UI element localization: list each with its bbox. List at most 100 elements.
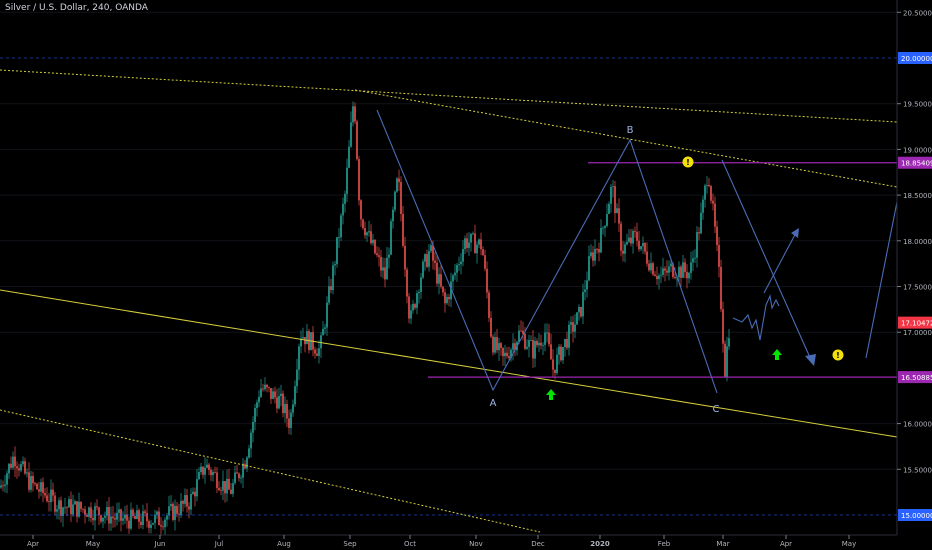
candle-body [214,472,216,473]
candle-body [452,275,454,282]
candle-body [418,291,420,294]
candle-body [264,384,266,390]
wave-label: B [627,125,634,136]
upper-outer-trendline [0,69,898,123]
candle-body [190,493,192,510]
candle-body [560,346,562,361]
candle-body [198,472,200,480]
candle-body [296,369,298,387]
candle-body [314,349,316,354]
price-tick-label: 16.00000 [903,421,932,429]
candle-body [540,342,542,346]
candle-body [660,274,662,276]
candle-body [320,335,322,349]
time-tick-label: 2020 [590,540,610,548]
candle-body [224,481,226,494]
candle-body [62,507,64,516]
candle-body [288,418,290,428]
candle-body [494,337,496,353]
candle-body [470,233,472,243]
candle-body [252,421,254,433]
time-tick-label: Apr [27,540,39,548]
candle-body [328,286,330,303]
candle-body [414,304,416,308]
candle-body [52,489,54,496]
candle-body [588,256,590,281]
candle-body [576,312,578,325]
candle-body [166,515,168,520]
candle-body [226,478,228,494]
candle-body [360,200,362,220]
candle-body [0,485,2,488]
candle-body [258,396,260,403]
candle-body [116,512,118,520]
candle-body [434,260,436,263]
time-tick-label: Aug [277,540,291,548]
candle-body [172,503,174,520]
candles [0,101,730,536]
candle-body [152,522,154,525]
candle-body [202,466,204,475]
candle-body [654,274,656,276]
candle-body [272,391,274,399]
candle-body [60,500,62,516]
candle-body [176,505,178,514]
candle-body [658,275,660,280]
candle-body [538,342,540,346]
candle-body [174,505,176,520]
candle-body [44,492,46,496]
candle-body [524,333,526,349]
candle-body [528,340,530,347]
candle-body [690,262,692,273]
candle-body [346,167,348,194]
candle-body [616,208,618,214]
candle-body [150,524,152,528]
candle-body [492,336,494,353]
candle-body [12,456,14,468]
candle-body [124,514,126,519]
candle-body [80,501,82,509]
candle-body [66,507,68,509]
candle-body [644,242,646,252]
lower-outer-trendline [0,409,541,533]
arrow-up-icon [546,389,556,400]
candle-body [512,343,514,350]
candle-body [146,512,148,522]
candle-body [460,261,462,265]
candle-body [522,330,524,334]
candle-body [656,275,658,280]
candle-body [54,495,56,512]
time-tick-label: Sep [343,540,357,548]
candle-body [154,514,156,523]
candle-body [208,464,210,470]
candle-body [24,461,26,474]
candle-body [398,178,400,183]
candle-body [412,304,414,311]
candle-body [496,337,498,351]
candle-body [192,491,194,494]
candle-body [648,263,650,271]
candle-body [228,478,230,490]
candle-body [614,186,616,214]
alert-icon-glyph: ! [836,351,840,360]
candle-body [532,340,534,359]
candle-body [322,328,324,336]
candle-body [148,521,150,528]
candle-body [144,511,146,513]
candle-body [554,369,556,374]
candle-body [8,463,10,474]
candle-body [536,340,538,346]
candle-body [474,233,476,254]
candle-body [682,262,684,278]
candle-body [700,212,702,234]
candle-body [510,349,512,358]
candle-body [216,472,218,488]
wave-scribble [732,294,780,341]
candle-body [602,227,604,229]
wave-zigzag [376,109,718,394]
candle-body [22,461,24,465]
candle-body [552,359,554,370]
candle-body [704,185,706,200]
candle-body [476,244,478,254]
